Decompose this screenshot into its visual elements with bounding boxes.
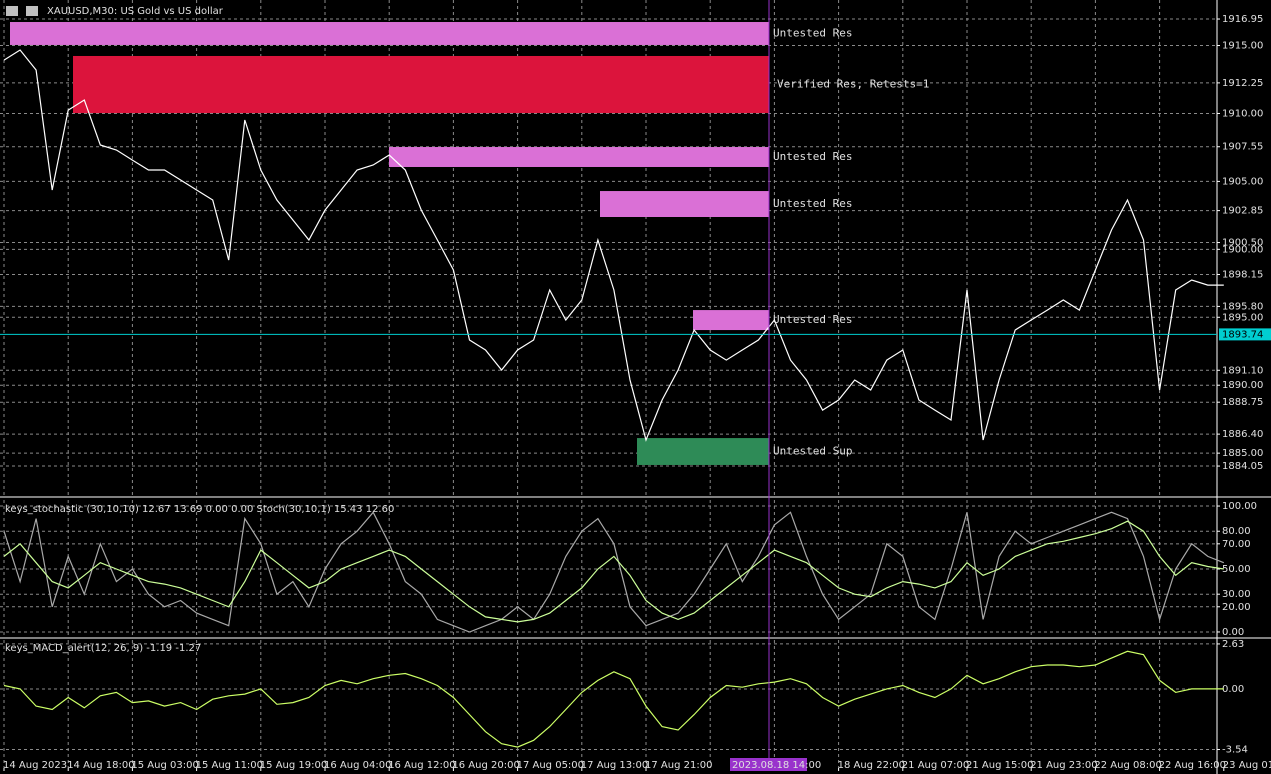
x-tick-label: 21 Aug 23:00: [1030, 760, 1097, 771]
y-tick-label: 50.00: [1222, 564, 1251, 575]
stochastic-title: keys_stochastic (30,10,10) 12.67 13.69 0…: [5, 504, 394, 515]
macd-title: keys_MACD_alert(12, 26, 9) -1.19 -1.27: [5, 643, 201, 654]
zone-label: Untested Res: [773, 197, 852, 210]
x-tick-label: 23 Aug 01:00: [1223, 760, 1271, 771]
cursor-label: 2023.08.18 14:00: [732, 760, 821, 771]
x-tick-label: 22 Aug 16:00: [1159, 760, 1226, 771]
x-tick-label: 15 Aug 03:00: [131, 760, 198, 771]
chart-icon[interactable]: [26, 6, 38, 16]
y-tick-label: 1915.00: [1222, 41, 1263, 52]
y-tick-label: 2.63: [1222, 639, 1244, 650]
y-tick-label: 1900.50: [1222, 238, 1263, 249]
menu-icon[interactable]: [6, 6, 18, 16]
y-tick-label: 1905.00: [1222, 176, 1263, 187]
y-tick-label: 1884.05: [1222, 461, 1263, 472]
price-line: [3, 49, 1224, 442]
x-tick-label: 17 Aug 21:00: [645, 760, 712, 771]
y-tick-label: 1885.00: [1222, 448, 1263, 459]
y-tick-label: 1888.75: [1222, 397, 1263, 408]
zone-label: Untested Res: [773, 26, 852, 39]
zone: [10, 22, 769, 45]
y-tick-label: 1895.00: [1222, 312, 1263, 323]
cursor-label-box: [730, 758, 807, 771]
y-tick-label: 1890.00: [1222, 380, 1263, 391]
indicator-line: [3, 650, 1224, 748]
y-tick-label: -3.54: [1222, 745, 1248, 756]
y-tick-label: 1898.15: [1222, 269, 1263, 280]
x-tick-label: 21 Aug 15:00: [966, 760, 1033, 771]
y-tick-label: 1900.00: [1222, 244, 1263, 255]
zone-label: Untested Res: [773, 313, 852, 326]
chart-title: XAUUSD,M30: US Gold vs US dollar: [47, 6, 224, 17]
x-tick-label: 14 Aug 18:00: [67, 760, 134, 771]
y-tick-label: 1891.10: [1222, 365, 1263, 376]
x-tick-label: 15 Aug 11:00: [196, 760, 263, 771]
x-tick-label: 16 Aug 12:00: [388, 760, 455, 771]
zone-label: Untested Sup: [773, 445, 852, 458]
y-tick-label: 0.00: [1222, 684, 1244, 695]
x-tick-label: 14 Aug 2023: [3, 760, 67, 771]
zone: [637, 438, 769, 465]
x-tick-label: 22 Aug 08:00: [1094, 760, 1161, 771]
zone: [73, 55, 769, 114]
y-tick-label: 20.00: [1222, 602, 1251, 613]
x-tick-label: 18 Aug 22:00: [838, 760, 905, 771]
x-tick-label: 15 Aug 19:00: [260, 760, 327, 771]
y-tick-label: 70.00: [1222, 539, 1251, 550]
zone: [389, 147, 769, 167]
bid-label: 1893.74: [1222, 329, 1263, 340]
bid-label-box: [1219, 328, 1271, 341]
y-tick-label: 30.00: [1222, 589, 1251, 600]
x-tick-label: 16 Aug 04:00: [324, 760, 391, 771]
y-tick-label: 1895.80: [1222, 301, 1263, 312]
indicator-line: [3, 520, 1224, 623]
y-tick-label: 1916.95: [1222, 14, 1263, 25]
y-tick-label: 0.00: [1222, 627, 1244, 638]
indicator-line: [3, 511, 1225, 633]
y-tick-label: 100.00: [1222, 501, 1257, 512]
x-tick-label: 17 Aug 05:00: [517, 760, 584, 771]
zone-label: Untested Res: [773, 150, 852, 163]
y-tick-label: 1886.40: [1222, 429, 1263, 440]
zone: [600, 191, 769, 217]
y-tick-label: 1912.25: [1222, 78, 1263, 89]
y-tick-label: 1902.85: [1222, 206, 1263, 217]
y-tick-label: 1907.55: [1222, 142, 1263, 153]
x-tick-label: 17 Aug 13:00: [581, 760, 648, 771]
y-tick-label: 1910.00: [1222, 108, 1263, 119]
y-tick-label: 80.00: [1222, 526, 1251, 537]
zone-label: Verified Res, Retests=1: [777, 78, 929, 91]
zone: [693, 310, 769, 331]
x-tick-label: 16 Aug 20:00: [452, 760, 519, 771]
x-tick-label: 21 Aug 07:00: [902, 760, 969, 771]
